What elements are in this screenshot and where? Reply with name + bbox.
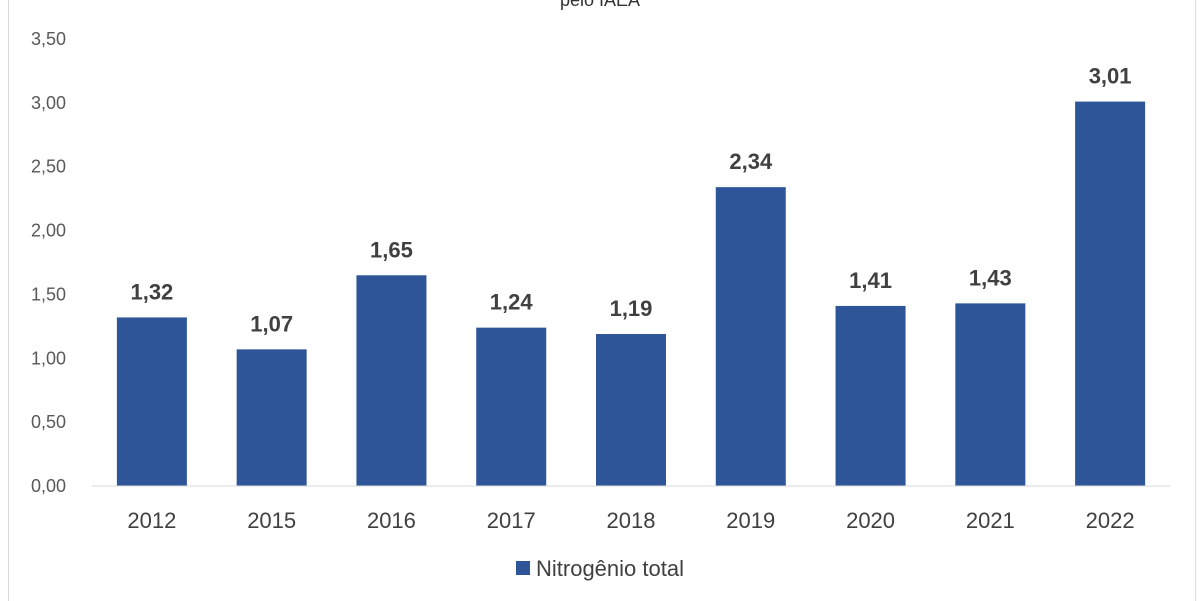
x-tick-label: 2022 <box>1086 508 1135 533</box>
bar-2019 <box>715 187 786 487</box>
y-tick-label: 2,00 <box>31 221 66 241</box>
x-tick-label: 2020 <box>846 508 895 533</box>
data-label-2012: 1,32 <box>130 279 173 304</box>
legend: Nitrogênio total <box>0 556 1200 582</box>
legend-label: Nitrogênio total <box>536 556 684 581</box>
x-tick-label: 2017 <box>487 508 536 533</box>
data-label-2020: 1,41 <box>849 268 892 293</box>
y-tick-label: 3,00 <box>31 93 66 113</box>
x-axis: 2012 2015 2016 2017 2018 2019 2020 2021 2022 <box>92 485 1170 533</box>
data-label-2015: 1,07 <box>250 311 293 336</box>
bar-2017 <box>476 327 547 486</box>
bar-2012 <box>116 317 187 486</box>
y-axis: 0,00 0,50 1,00 1,50 2,00 2,50 3,00 3,50 <box>31 29 66 496</box>
data-label-2017: 1,24 <box>490 290 534 315</box>
bar-2018 <box>596 334 666 486</box>
bar-2015 <box>236 349 307 486</box>
bar-2022 <box>1075 101 1146 486</box>
data-labels: 1,32 1,07 1,65 1,24 1,19 2,34 1,41 1,43 3,01 <box>130 64 1131 337</box>
bar-2021 <box>955 303 1026 486</box>
data-label-2019: 2,34 <box>729 149 773 174</box>
x-tick-label: 2021 <box>966 508 1015 533</box>
y-tick-label: 1,00 <box>31 348 66 368</box>
x-tick-label: 2016 <box>367 508 416 533</box>
x-tick-label: 2015 <box>247 508 296 533</box>
x-tick-label: 2018 <box>607 508 656 533</box>
bars <box>116 101 1146 487</box>
legend-swatch <box>516 561 530 576</box>
bar-2020 <box>835 305 906 486</box>
data-label-2016: 1,65 <box>370 237 413 262</box>
chart-title: pelo IAEA <box>559 0 641 10</box>
y-tick-label: 0,00 <box>31 476 66 496</box>
chart-frame <box>8 0 1196 601</box>
x-tick-label: 2012 <box>127 508 176 533</box>
y-tick-label: 3,50 <box>31 29 66 49</box>
x-tick-label: 2019 <box>726 508 775 533</box>
data-label-2022: 3,01 <box>1089 64 1132 89</box>
y-tick-label: 0,50 <box>31 412 66 432</box>
data-label-2018: 1,19 <box>610 296 653 321</box>
y-tick-label: 2,50 <box>31 157 66 177</box>
data-label-2021: 1,43 <box>969 265 1012 290</box>
bar-2016 <box>356 275 427 486</box>
y-tick-label: 1,50 <box>31 284 66 304</box>
